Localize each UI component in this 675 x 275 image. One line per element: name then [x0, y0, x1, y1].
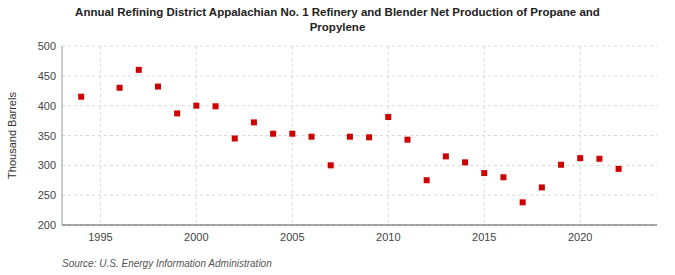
- y-grid-line: [62, 75, 657, 76]
- point: [424, 177, 430, 183]
- y-tick-label: 250: [38, 189, 56, 201]
- y-tick-label: 300: [38, 159, 56, 171]
- point: [347, 134, 353, 140]
- points: [78, 67, 621, 205]
- point: [616, 166, 622, 172]
- point: [462, 159, 468, 165]
- point: [251, 119, 257, 125]
- point: [136, 67, 142, 73]
- y-tick-label: 500: [38, 40, 56, 52]
- point: [539, 184, 545, 190]
- point: [500, 174, 506, 180]
- y-tick-label: 450: [38, 70, 56, 82]
- y-grid-line: [62, 225, 657, 226]
- point: [78, 94, 84, 100]
- x-tick-label: 2010: [376, 231, 400, 243]
- y-tick-label: 400: [38, 100, 56, 112]
- point: [366, 134, 372, 140]
- point: [481, 170, 487, 176]
- point: [328, 162, 334, 168]
- x-grid-line: [388, 46, 389, 225]
- y-grid-line: [62, 195, 657, 196]
- point: [270, 131, 276, 137]
- point: [520, 199, 526, 205]
- y-grid-line: [62, 135, 657, 136]
- x-grid-line: [580, 46, 581, 225]
- point: [577, 155, 583, 161]
- grid: [62, 46, 657, 225]
- x-grid-line: [196, 46, 197, 225]
- x-tick-label: 2020: [568, 231, 592, 243]
- x-grid-line: [484, 46, 485, 225]
- y-axis-label: Thousand Barrels: [6, 92, 18, 179]
- y-grid-line: [62, 165, 657, 166]
- y-tick-label: 350: [38, 130, 56, 142]
- y-grid-line: [62, 46, 657, 47]
- source: Source: U.S. Energy Information Administ…: [62, 258, 272, 269]
- x-grid-line: [100, 46, 101, 225]
- x-axis-line: [62, 225, 657, 226]
- point: [117, 85, 123, 91]
- point: [193, 103, 199, 109]
- point: [155, 84, 161, 90]
- x-tick-label: 2015: [472, 231, 496, 243]
- point: [404, 137, 410, 143]
- point: [443, 153, 449, 159]
- chart: Annual Refining District Appalachian No.…: [0, 0, 675, 275]
- y-axis-line: [62, 46, 63, 225]
- x-tick-label: 2000: [184, 231, 208, 243]
- x-tick-label: 1995: [88, 231, 112, 243]
- point: [558, 162, 564, 168]
- point: [289, 131, 295, 137]
- point: [213, 103, 219, 109]
- y-grid-line: [62, 105, 657, 106]
- point: [596, 156, 602, 162]
- x-tick-label: 2005: [280, 231, 304, 243]
- y-tick-label: 200: [38, 219, 56, 231]
- point: [309, 134, 315, 140]
- point: [232, 135, 238, 141]
- point: [385, 114, 391, 120]
- point: [174, 110, 180, 116]
- title: Annual Refining District Appalachian No.…: [75, 6, 600, 33]
